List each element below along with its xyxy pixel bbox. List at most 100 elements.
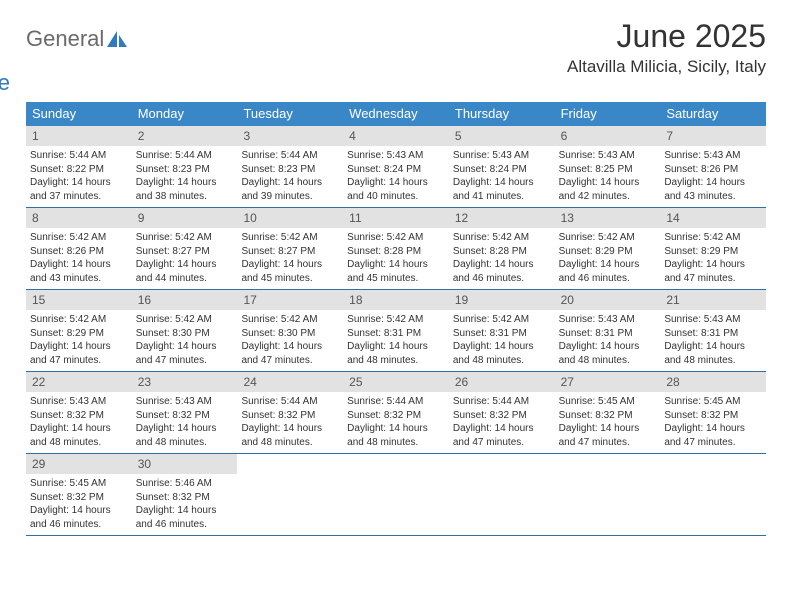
logo-text-blue: Blue <box>0 70 10 96</box>
day-number: 24 <box>237 372 343 392</box>
location-label: Altavilla Milicia, Sicily, Italy <box>567 57 766 77</box>
day-details: Sunrise: 5:43 AMSunset: 8:31 PMDaylight:… <box>555 310 661 371</box>
day-details: Sunrise: 5:42 AMSunset: 8:29 PMDaylight:… <box>660 228 766 289</box>
logo-text-general: General <box>26 26 104 52</box>
week-row: 22Sunrise: 5:43 AMSunset: 8:32 PMDayligh… <box>26 372 766 454</box>
month-title: June 2025 <box>567 18 766 55</box>
day-number: 14 <box>660 208 766 228</box>
day-details: Sunrise: 5:44 AMSunset: 8:22 PMDaylight:… <box>26 146 132 207</box>
day-number: 10 <box>237 208 343 228</box>
week-row: 15Sunrise: 5:42 AMSunset: 8:29 PMDayligh… <box>26 290 766 372</box>
day-cell: 6Sunrise: 5:43 AMSunset: 8:25 PMDaylight… <box>555 126 661 207</box>
dow-cell: Saturday <box>660 102 766 126</box>
day-details: Sunrise: 5:42 AMSunset: 8:27 PMDaylight:… <box>132 228 238 289</box>
day-number: 22 <box>26 372 132 392</box>
day-cell: 4Sunrise: 5:43 AMSunset: 8:24 PMDaylight… <box>343 126 449 207</box>
day-cell: 25Sunrise: 5:44 AMSunset: 8:32 PMDayligh… <box>343 372 449 453</box>
day-cell <box>555 454 661 535</box>
day-number: 25 <box>343 372 449 392</box>
day-number: 16 <box>132 290 238 310</box>
day-number <box>449 454 555 460</box>
day-number: 18 <box>343 290 449 310</box>
day-number: 20 <box>555 290 661 310</box>
dow-cell: Monday <box>132 102 238 126</box>
day-cell: 9Sunrise: 5:42 AMSunset: 8:27 PMDaylight… <box>132 208 238 289</box>
dow-cell: Wednesday <box>343 102 449 126</box>
day-number: 30 <box>132 454 238 474</box>
day-details: Sunrise: 5:44 AMSunset: 8:23 PMDaylight:… <box>237 146 343 207</box>
day-cell: 3Sunrise: 5:44 AMSunset: 8:23 PMDaylight… <box>237 126 343 207</box>
day-cell: 14Sunrise: 5:42 AMSunset: 8:29 PMDayligh… <box>660 208 766 289</box>
logo: General Blue <box>26 26 128 96</box>
day-cell: 8Sunrise: 5:42 AMSunset: 8:26 PMDaylight… <box>26 208 132 289</box>
day-cell: 22Sunrise: 5:43 AMSunset: 8:32 PMDayligh… <box>26 372 132 453</box>
day-number: 3 <box>237 126 343 146</box>
day-details: Sunrise: 5:42 AMSunset: 8:27 PMDaylight:… <box>237 228 343 289</box>
week-row: 29Sunrise: 5:45 AMSunset: 8:32 PMDayligh… <box>26 454 766 536</box>
day-cell <box>237 454 343 535</box>
day-number <box>660 454 766 460</box>
day-number <box>237 454 343 460</box>
day-details: Sunrise: 5:44 AMSunset: 8:32 PMDaylight:… <box>237 392 343 453</box>
day-cell: 30Sunrise: 5:46 AMSunset: 8:32 PMDayligh… <box>132 454 238 535</box>
day-number: 9 <box>132 208 238 228</box>
day-details: Sunrise: 5:44 AMSunset: 8:23 PMDaylight:… <box>132 146 238 207</box>
day-details: Sunrise: 5:42 AMSunset: 8:31 PMDaylight:… <box>449 310 555 371</box>
day-number: 21 <box>660 290 766 310</box>
day-number: 23 <box>132 372 238 392</box>
day-number: 2 <box>132 126 238 146</box>
day-details: Sunrise: 5:43 AMSunset: 8:26 PMDaylight:… <box>660 146 766 207</box>
day-details: Sunrise: 5:42 AMSunset: 8:30 PMDaylight:… <box>237 310 343 371</box>
day-number: 5 <box>449 126 555 146</box>
day-details: Sunrise: 5:42 AMSunset: 8:28 PMDaylight:… <box>449 228 555 289</box>
day-cell: 26Sunrise: 5:44 AMSunset: 8:32 PMDayligh… <box>449 372 555 453</box>
day-details: Sunrise: 5:45 AMSunset: 8:32 PMDaylight:… <box>555 392 661 453</box>
calendar: SundayMondayTuesdayWednesdayThursdayFrid… <box>26 102 766 536</box>
day-details: Sunrise: 5:43 AMSunset: 8:32 PMDaylight:… <box>26 392 132 453</box>
day-cell: 5Sunrise: 5:43 AMSunset: 8:24 PMDaylight… <box>449 126 555 207</box>
dow-cell: Tuesday <box>237 102 343 126</box>
day-number: 13 <box>555 208 661 228</box>
day-number: 26 <box>449 372 555 392</box>
dow-cell: Sunday <box>26 102 132 126</box>
day-number: 12 <box>449 208 555 228</box>
day-cell: 27Sunrise: 5:45 AMSunset: 8:32 PMDayligh… <box>555 372 661 453</box>
header: General Blue June 2025 Altavilla Milicia… <box>26 18 766 96</box>
dow-cell: Thursday <box>449 102 555 126</box>
day-number: 17 <box>237 290 343 310</box>
logo-sail-icon <box>106 30 128 48</box>
day-cell: 16Sunrise: 5:42 AMSunset: 8:30 PMDayligh… <box>132 290 238 371</box>
day-number: 15 <box>26 290 132 310</box>
day-cell: 10Sunrise: 5:42 AMSunset: 8:27 PMDayligh… <box>237 208 343 289</box>
week-row: 8Sunrise: 5:42 AMSunset: 8:26 PMDaylight… <box>26 208 766 290</box>
day-cell: 24Sunrise: 5:44 AMSunset: 8:32 PMDayligh… <box>237 372 343 453</box>
day-number: 4 <box>343 126 449 146</box>
day-details: Sunrise: 5:45 AMSunset: 8:32 PMDaylight:… <box>660 392 766 453</box>
day-cell: 13Sunrise: 5:42 AMSunset: 8:29 PMDayligh… <box>555 208 661 289</box>
day-details: Sunrise: 5:44 AMSunset: 8:32 PMDaylight:… <box>343 392 449 453</box>
day-cell: 12Sunrise: 5:42 AMSunset: 8:28 PMDayligh… <box>449 208 555 289</box>
dow-cell: Friday <box>555 102 661 126</box>
day-cell: 28Sunrise: 5:45 AMSunset: 8:32 PMDayligh… <box>660 372 766 453</box>
day-number: 7 <box>660 126 766 146</box>
day-cell: 1Sunrise: 5:44 AMSunset: 8:22 PMDaylight… <box>26 126 132 207</box>
day-number: 27 <box>555 372 661 392</box>
day-cell: 17Sunrise: 5:42 AMSunset: 8:30 PMDayligh… <box>237 290 343 371</box>
day-cell: 7Sunrise: 5:43 AMSunset: 8:26 PMDaylight… <box>660 126 766 207</box>
day-details: Sunrise: 5:45 AMSunset: 8:32 PMDaylight:… <box>26 474 132 535</box>
day-cell: 21Sunrise: 5:43 AMSunset: 8:31 PMDayligh… <box>660 290 766 371</box>
day-cell: 20Sunrise: 5:43 AMSunset: 8:31 PMDayligh… <box>555 290 661 371</box>
day-number: 19 <box>449 290 555 310</box>
day-details: Sunrise: 5:42 AMSunset: 8:29 PMDaylight:… <box>555 228 661 289</box>
dow-header-row: SundayMondayTuesdayWednesdayThursdayFrid… <box>26 102 766 126</box>
day-number: 11 <box>343 208 449 228</box>
day-details: Sunrise: 5:43 AMSunset: 8:32 PMDaylight:… <box>132 392 238 453</box>
day-cell <box>343 454 449 535</box>
day-cell: 15Sunrise: 5:42 AMSunset: 8:29 PMDayligh… <box>26 290 132 371</box>
day-cell: 29Sunrise: 5:45 AMSunset: 8:32 PMDayligh… <box>26 454 132 535</box>
day-number: 6 <box>555 126 661 146</box>
week-row: 1Sunrise: 5:44 AMSunset: 8:22 PMDaylight… <box>26 126 766 208</box>
day-details: Sunrise: 5:43 AMSunset: 8:25 PMDaylight:… <box>555 146 661 207</box>
day-details: Sunrise: 5:42 AMSunset: 8:29 PMDaylight:… <box>26 310 132 371</box>
day-number <box>343 454 449 460</box>
